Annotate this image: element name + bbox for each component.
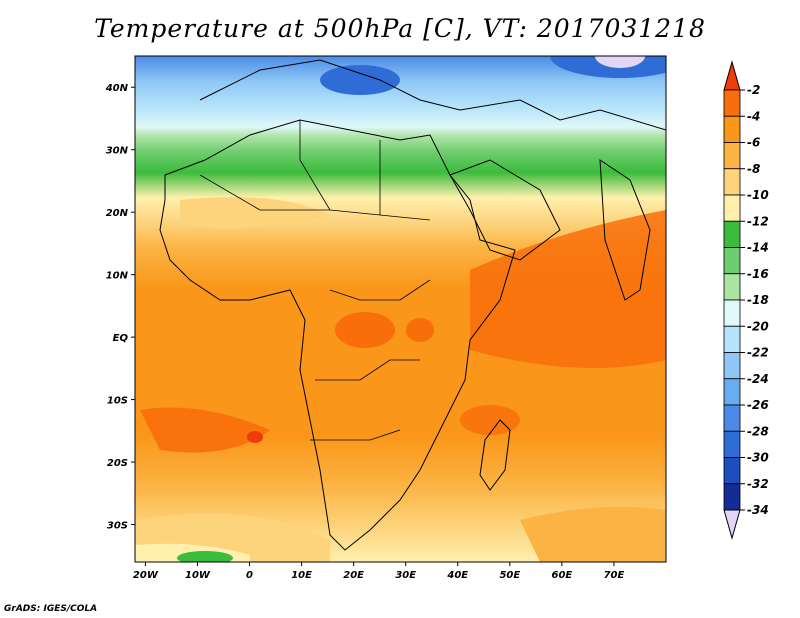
y-tick-label: 40N	[105, 83, 129, 94]
colorbar-level-label: -20	[747, 319, 769, 333]
credit-label: GrADS: IGES/COLA	[4, 604, 98, 614]
colorbar-level-label: -24	[747, 372, 769, 386]
colorbar-level-label: -14	[747, 241, 769, 255]
colorbar-swatch	[723, 247, 741, 275]
colorbar-level-label: -18	[747, 293, 769, 307]
colorbar-level-label: -6	[747, 136, 760, 150]
y-tick-label: 10N	[106, 271, 129, 282]
colorbar-swatch	[723, 142, 741, 170]
colorbar-bottom-arrow	[723, 509, 741, 540]
colorbar-swatch	[723, 299, 741, 327]
y-tick-label: EQ	[113, 333, 129, 344]
x-tick-label: 10E	[291, 570, 312, 581]
x-axis-ticks: 20W 10W 0 10E 20E 30E 40E 50E 60E 70E	[133, 562, 625, 581]
x-tick-label: 60E	[552, 570, 573, 581]
x-tick-label: 20W	[133, 570, 159, 581]
colorbar-level-label: -12	[747, 214, 769, 228]
colorbar-level-label: -2	[747, 83, 760, 97]
colorbar-swatch	[723, 483, 741, 511]
colorbar-swatch	[723, 404, 741, 432]
x-tick-label: 40E	[446, 570, 468, 581]
x-tick-label: 50E	[499, 570, 520, 581]
colorbar: -2 -4 -6 -8 -10 -12 -14 -16 -18 -20 -22 -24 -26 -28 -3…	[723, 60, 769, 540]
y-axis-ticks: 40N 30N 20N 10N EQ 10S 20S 30S	[105, 83, 135, 532]
colorbar-swatch	[723, 89, 741, 117]
colorbar-swatch	[723, 168, 741, 196]
colorbar-swatch	[723, 115, 741, 143]
x-tick-label: 30E	[395, 570, 416, 581]
colorbar-level-label: -28	[747, 424, 769, 438]
map-frame	[134, 55, 667, 563]
y-tick-label: 30S	[107, 521, 128, 532]
colorbar-swatch	[723, 430, 741, 458]
colorbar-swatch	[723, 352, 741, 380]
colorbar-level-label: -30	[747, 451, 769, 465]
colorbar-level-label: -32	[747, 477, 769, 491]
colorbar-swatch	[723, 273, 741, 301]
temperature-field	[135, 56, 666, 562]
colorbar-top-arrow	[723, 60, 741, 91]
colorbar-level-label: -8	[747, 162, 760, 176]
x-tick-label: 20E	[343, 570, 364, 581]
colorbar-level-label: -4	[747, 109, 760, 123]
y-tick-label: 30N	[106, 146, 129, 157]
x-tick-label: 0	[246, 570, 253, 581]
chart-title: Temperature at 500hPa [C], VT: 201703121…	[94, 14, 706, 43]
colorbar-swatch	[723, 220, 741, 248]
colorbar-level-label: -16	[747, 267, 769, 281]
colorbar-level-label: -26	[747, 398, 769, 412]
y-tick-label: 20S	[107, 458, 128, 469]
y-tick-label: 20N	[106, 208, 129, 219]
x-tick-label: 10W	[185, 570, 211, 581]
colorbar-level-label: -22	[747, 346, 769, 360]
colorbar-swatch	[723, 194, 741, 222]
colorbar-swatch	[723, 457, 741, 485]
y-tick-label: 10S	[107, 396, 128, 407]
colorbar-level-label: -34	[747, 503, 769, 517]
colorbar-swatch	[723, 325, 741, 353]
x-tick-label: 70E	[604, 570, 625, 581]
colorbar-level-label: -10	[747, 188, 769, 202]
colorbar-swatch	[723, 378, 741, 406]
